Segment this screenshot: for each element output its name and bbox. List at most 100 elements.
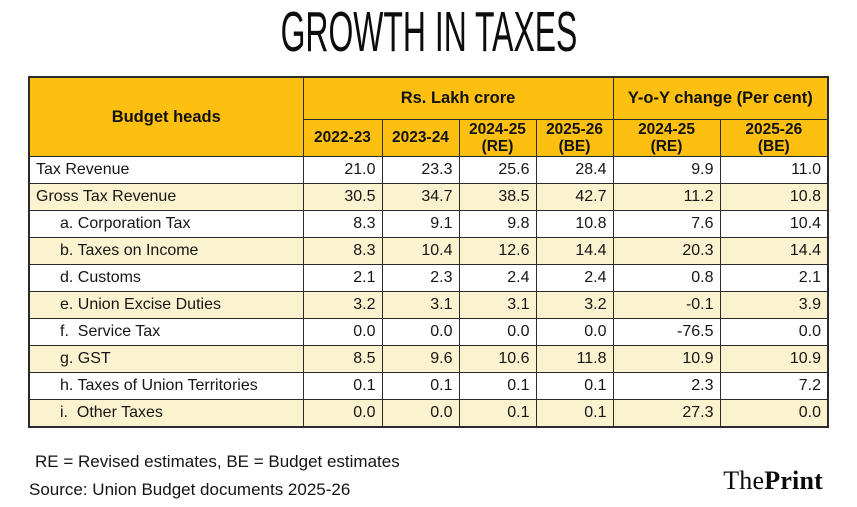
cell-value: 20.3 xyxy=(612,237,721,266)
cell-value: -76.5 xyxy=(612,318,721,347)
cell-value: 7.6 xyxy=(612,210,721,239)
cell-value: 14.4 xyxy=(719,237,829,266)
year-header-5: 2025-26 (BE) xyxy=(719,118,829,158)
group-header-rs-lakh-crore: Rs. Lakh crore xyxy=(302,76,614,120)
cell-value: 0.0 xyxy=(458,318,537,347)
cell-value: 0.0 xyxy=(719,399,829,428)
page-title: GROWTH IN TAXES xyxy=(0,0,857,64)
year-header-3: 2025-26 (BE) xyxy=(535,118,614,158)
cell-value: 2.1 xyxy=(719,264,829,293)
table-row: a. Corporation Tax 8.3 9.1 9.8 10.8 7.6 10.4 xyxy=(28,210,829,239)
year-header-2: 2024-25 (RE) xyxy=(458,118,537,158)
cell-value: 3.9 xyxy=(719,291,829,320)
cell-value: 23.3 xyxy=(381,156,460,185)
cell-value: 3.2 xyxy=(535,291,614,320)
row-label: b. Taxes on Income xyxy=(28,237,304,266)
row-label: a. Corporation Tax xyxy=(28,210,304,239)
cell-value: 9.1 xyxy=(381,210,460,239)
cell-value: 2.3 xyxy=(612,372,721,401)
theprint-logo: ThePrint xyxy=(723,466,823,496)
row-label: f. Service Tax xyxy=(28,318,304,347)
year-header-row: 2022-23 2023-24 2024-25 (RE) 2025-26 (BE) 20… xyxy=(29,118,829,158)
table-row: b. Taxes on Income 8.3 10.4 12.6 14.4 20.3 14.… xyxy=(28,237,829,266)
cell-value: 0.1 xyxy=(302,372,383,401)
brand-the: The xyxy=(723,466,765,495)
cell-value: 0.0 xyxy=(381,318,460,347)
cell-value: 7.2 xyxy=(719,372,829,401)
row-label: e. Union Excise Duties xyxy=(28,291,304,320)
footnote-abbreviations: RE = Revised estimates, BE = Budget esti… xyxy=(35,452,400,471)
brand-print: Print xyxy=(764,466,823,495)
cell-value: 11.0 xyxy=(719,156,829,185)
group-header-row: Budget heads Rs. Lakh crore Y-o-Y change… xyxy=(28,76,829,158)
table-row: i. Other Taxes 0.0 0.0 0.1 0.1 27.3 0.0 xyxy=(28,399,829,428)
row-label: d. Customs xyxy=(28,264,304,293)
cell-value: 9.9 xyxy=(612,156,721,185)
cell-value: 10.9 xyxy=(719,345,829,374)
cell-value: 0.8 xyxy=(612,264,721,293)
cell-value: 10.9 xyxy=(612,345,721,374)
cell-value: 11.8 xyxy=(535,345,614,374)
table-row: d. Customs 2.1 2.3 2.4 2.4 0.8 2.1 xyxy=(28,264,829,293)
cell-value: 30.5 xyxy=(302,183,383,212)
cell-value: 0.0 xyxy=(302,318,383,347)
cell-value: 34.7 xyxy=(381,183,460,212)
row-label: Gross Tax Revenue xyxy=(28,183,304,212)
table-row: Gross Tax Revenue 30.5 34.7 38.5 42.7 11.2 10.… xyxy=(28,183,829,212)
column-header-budget-heads: Budget heads xyxy=(28,76,304,158)
cell-value: 42.7 xyxy=(535,183,614,212)
cell-value: 3.1 xyxy=(381,291,460,320)
cell-value: 2.3 xyxy=(381,264,460,293)
cell-value: 0.1 xyxy=(535,399,614,428)
cell-value: 0.1 xyxy=(458,372,537,401)
cell-value: 8.3 xyxy=(302,210,383,239)
cell-value: 14.4 xyxy=(535,237,614,266)
cell-value: 2.1 xyxy=(302,264,383,293)
cell-value: 10.8 xyxy=(535,210,614,239)
cell-value: 2.4 xyxy=(535,264,614,293)
row-label: i. Other Taxes xyxy=(28,399,304,428)
cell-value: 25.6 xyxy=(458,156,537,185)
page-title-text: GROWTH IN TAXES xyxy=(280,0,577,64)
year-header-0: 2022-23 xyxy=(302,118,383,158)
table-header: Budget heads Rs. Lakh crore Y-o-Y change… xyxy=(28,76,829,158)
cell-value: 0.0 xyxy=(381,399,460,428)
cell-value: 27.3 xyxy=(612,399,721,428)
cell-value: 0.1 xyxy=(381,372,460,401)
table-row: Tax Revenue 21.0 23.3 25.6 28.4 9.9 11.0 xyxy=(28,156,829,185)
table-row: g. GST 8.5 9.6 10.6 11.8 10.9 10.9 xyxy=(28,345,829,374)
cell-value: 10.6 xyxy=(458,345,537,374)
year-header-1: 2023-24 xyxy=(381,118,460,158)
footnote-source: Source: Union Budget documents 2025-26 xyxy=(29,480,351,499)
footnotes: RE = Revised estimates, BE = Budget esti… xyxy=(29,448,400,504)
cell-value: 0.0 xyxy=(719,318,829,347)
cell-value: 9.8 xyxy=(458,210,537,239)
cell-value: 11.2 xyxy=(612,183,721,212)
cell-value: 8.5 xyxy=(302,345,383,374)
table-body: Tax Revenue 21.0 23.3 25.6 28.4 9.9 11.0 Gross … xyxy=(28,156,829,428)
cell-value: 3.2 xyxy=(302,291,383,320)
cell-value: 10.8 xyxy=(719,183,829,212)
cell-value: 10.4 xyxy=(719,210,829,239)
table-row: e. Union Excise Duties 3.2 3.1 3.1 3.2 -0.1 3.… xyxy=(28,291,829,320)
table-row: h. Taxes of Union Territories 0.1 0.1 0.1 0.… xyxy=(28,372,829,401)
cell-value: 0.0 xyxy=(302,399,383,428)
cell-value: 0.1 xyxy=(535,372,614,401)
cell-value: 38.5 xyxy=(458,183,537,212)
row-label: g. GST xyxy=(28,345,304,374)
cell-value: 3.1 xyxy=(458,291,537,320)
cell-value: 9.6 xyxy=(381,345,460,374)
cell-value: 8.3 xyxy=(302,237,383,266)
table-row: f. Service Tax 0.0 0.0 0.0 0.0 -76.5 0.0 xyxy=(28,318,829,347)
cell-value: 10.4 xyxy=(381,237,460,266)
cell-value: 0.1 xyxy=(458,399,537,428)
cell-value: 21.0 xyxy=(302,156,383,185)
cell-value: 12.6 xyxy=(458,237,537,266)
row-label: h. Taxes of Union Territories xyxy=(28,372,304,401)
year-header-4: 2024-25 (RE) xyxy=(612,118,721,158)
group-header-yoy-change: Y-o-Y change (Per cent) xyxy=(612,76,829,120)
cell-value: -0.1 xyxy=(612,291,721,320)
cell-value: 28.4 xyxy=(535,156,614,185)
cell-value: 2.4 xyxy=(458,264,537,293)
